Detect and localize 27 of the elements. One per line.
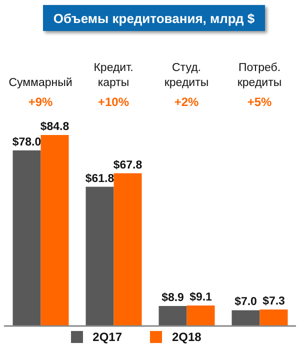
text: +9% [28, 95, 53, 109]
x-tick-label: Потреб. кредиты [237, 62, 282, 89]
bar [186, 306, 215, 326]
text: +10% [98, 95, 130, 109]
bar [86, 186, 114, 326]
data-label: $7.3 [262, 296, 285, 308]
bar [260, 310, 288, 326]
bar [12, 150, 41, 326]
data-label: $61.8 [85, 172, 115, 185]
x-tick-label: Суммарный [8, 77, 72, 89]
data-label: $67.8 [113, 159, 143, 172]
bar [114, 173, 142, 326]
data-label: $78.0 [12, 136, 42, 148]
data-label: $7.0 [234, 296, 257, 308]
data-label: $8.9 [162, 292, 184, 304]
bar [40, 135, 69, 326]
x-tick-label: Студ. кредиты [164, 62, 209, 89]
legend-label: 2Q17 [92, 330, 122, 344]
text: +2% [174, 95, 199, 109]
chart-title: Объемы кредитования, млрд $ [43, 5, 265, 31]
legend-label: 2Q18 [172, 330, 202, 344]
bar [232, 310, 260, 326]
data-label: $84.8 [40, 121, 70, 133]
x-tick-label: Кредит. карты [94, 62, 134, 89]
text: +5% [247, 95, 272, 109]
data-label: $9.1 [190, 292, 213, 304]
bar [158, 306, 187, 326]
